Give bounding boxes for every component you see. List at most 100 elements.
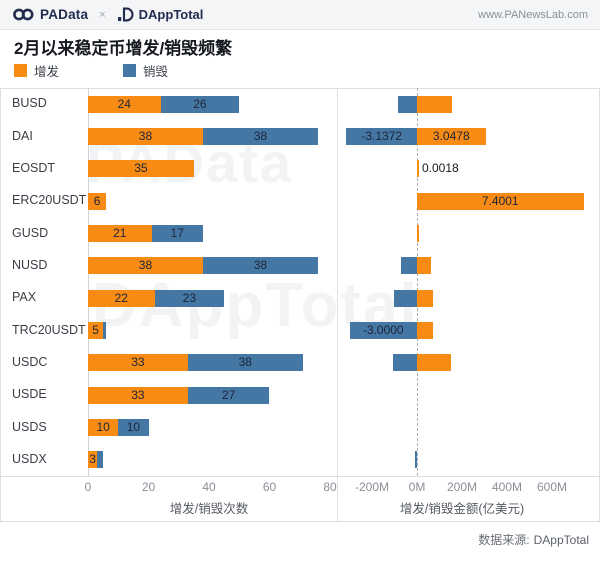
category-label: GUSD: [12, 225, 49, 240]
issue-bar: [417, 322, 434, 339]
header-bar: PAData × DAppTotal www.PANewsLab.com: [0, 0, 600, 30]
chart-bottom-border: [0, 521, 600, 522]
bar-value-label: 0.0018: [422, 161, 459, 176]
brand-name: PAData: [40, 7, 89, 22]
issue-bar: [88, 289, 155, 307]
destroy-bar: [151, 225, 203, 242]
website-link[interactable]: www.PANewsLab.com: [478, 8, 588, 21]
chart-left-border: [0, 88, 1, 522]
x-tick: 20: [141, 480, 156, 494]
category-label: DAI: [12, 128, 33, 143]
x-tick: 200M: [446, 480, 478, 494]
x-tick: 60: [262, 480, 277, 494]
bar-value-label: 10: [96, 420, 110, 434]
destroy-bar: [346, 128, 417, 145]
category-label: USDX: [12, 451, 47, 466]
destroy-bar: [392, 354, 417, 372]
bar-value-label: 22: [114, 290, 128, 305]
destroy-bar: [154, 289, 225, 307]
issue-bar: [88, 322, 104, 339]
x-tick: 80: [323, 480, 337, 494]
x-axis-label: 增发/销毁金额(亿美元): [399, 502, 525, 516]
issue-bar: [88, 128, 203, 145]
issue-bar: [417, 128, 486, 145]
bar-value-label: 38: [138, 129, 153, 143]
bar-value-label: 24: [117, 96, 131, 111]
bar-value-label: 38: [253, 258, 268, 273]
brand-separator: ×: [99, 8, 106, 21]
category-label: BUSD: [12, 96, 47, 111]
issue-bar: [417, 192, 584, 210]
bar-value-label: 6: [93, 193, 101, 208]
issue-bar: [417, 225, 419, 242]
x-axis-label: 增发/销毁次数: [169, 502, 249, 516]
issue-bar: [417, 160, 419, 178]
bar-value-label: 23: [182, 290, 196, 305]
bar-value-label: 7.4001: [481, 193, 519, 208]
issue-bar: [88, 160, 194, 178]
zero-line: [417, 88, 418, 476]
issue-bar: [417, 354, 452, 372]
bar-value-label: 33: [131, 387, 145, 402]
destroy-bar: [118, 419, 149, 436]
category-label: USDC: [12, 354, 48, 369]
destroy-bar: [202, 257, 318, 275]
data-source-label: 数据来源:: [478, 533, 530, 547]
issue-bar: [88, 354, 188, 372]
issue-swatch: [14, 64, 27, 77]
x-tick: 400M: [491, 480, 523, 494]
destroy-bar: [349, 322, 417, 339]
padata-logo-icon: [12, 7, 35, 22]
issue-bar: [88, 225, 152, 242]
bar-value-label: 38: [238, 355, 252, 370]
page-title: 2月以来稳定币增发/销毁频繁: [14, 39, 233, 58]
destroy-bar: [160, 95, 240, 113]
data-source: 数据来源: DAppTotal: [478, 531, 589, 548]
bar-value-label: 10: [126, 420, 141, 434]
legend-item-destroy: 销毁: [123, 61, 168, 80]
bar-value-label: 27: [221, 387, 236, 402]
x-tick: 0M: [408, 480, 426, 494]
left-axis-line: [88, 88, 89, 476]
x-tick: 0: [84, 480, 92, 494]
destroy-bar: [202, 128, 318, 145]
bar-value-label: 33: [131, 355, 145, 370]
partner-name: DAppTotal: [138, 7, 204, 22]
issue-bar: [88, 257, 203, 275]
panel-divider: [337, 88, 338, 522]
destroy-bar: [187, 386, 270, 404]
legend: 增发 销毁: [14, 61, 232, 80]
bar-value-label: 3.0478: [432, 129, 470, 143]
bar-value-label: 3: [89, 452, 96, 467]
destroy-bar: [97, 451, 104, 469]
x-tick: 600M: [536, 480, 568, 494]
destroy-bar: [187, 354, 303, 372]
dapptotal-logo-icon: [117, 7, 134, 22]
x-tick: -200M: [354, 480, 390, 494]
chart-top-border: [0, 88, 600, 89]
destroy-bar: [401, 257, 417, 275]
bar-value-label: -3.1372: [361, 129, 403, 143]
category-label: TRC20USDT: [12, 322, 86, 337]
category-label: PAX: [12, 290, 37, 305]
legend-label-issue: 增发: [34, 65, 60, 79]
category-label: USDS: [12, 419, 47, 434]
category-label: EOSDT: [12, 160, 56, 175]
bar-value-label: 5: [92, 323, 99, 337]
category-label: USDE: [12, 387, 47, 402]
category-label: ERC20USDT: [12, 193, 87, 208]
issue-bar: [88, 451, 98, 469]
legend-label-destroy: 销毁: [143, 65, 169, 79]
issue-bar: [417, 289, 433, 307]
plot-bottom-border: [0, 476, 600, 477]
bar-value-label: 38: [253, 129, 268, 143]
destroy-bar: [397, 95, 417, 113]
bar-value-label: 17: [170, 226, 184, 240]
bar-value-label: 21: [113, 226, 127, 240]
data-source-value: DAppTotal: [533, 533, 589, 547]
destroy-bar: [394, 289, 417, 307]
legend-item-issue: 增发: [14, 61, 59, 80]
destroy-bar: [414, 451, 417, 469]
dual-bar-chart: PAData DAppTotal BUSD2426DAI38383.0478-3…: [0, 88, 600, 522]
